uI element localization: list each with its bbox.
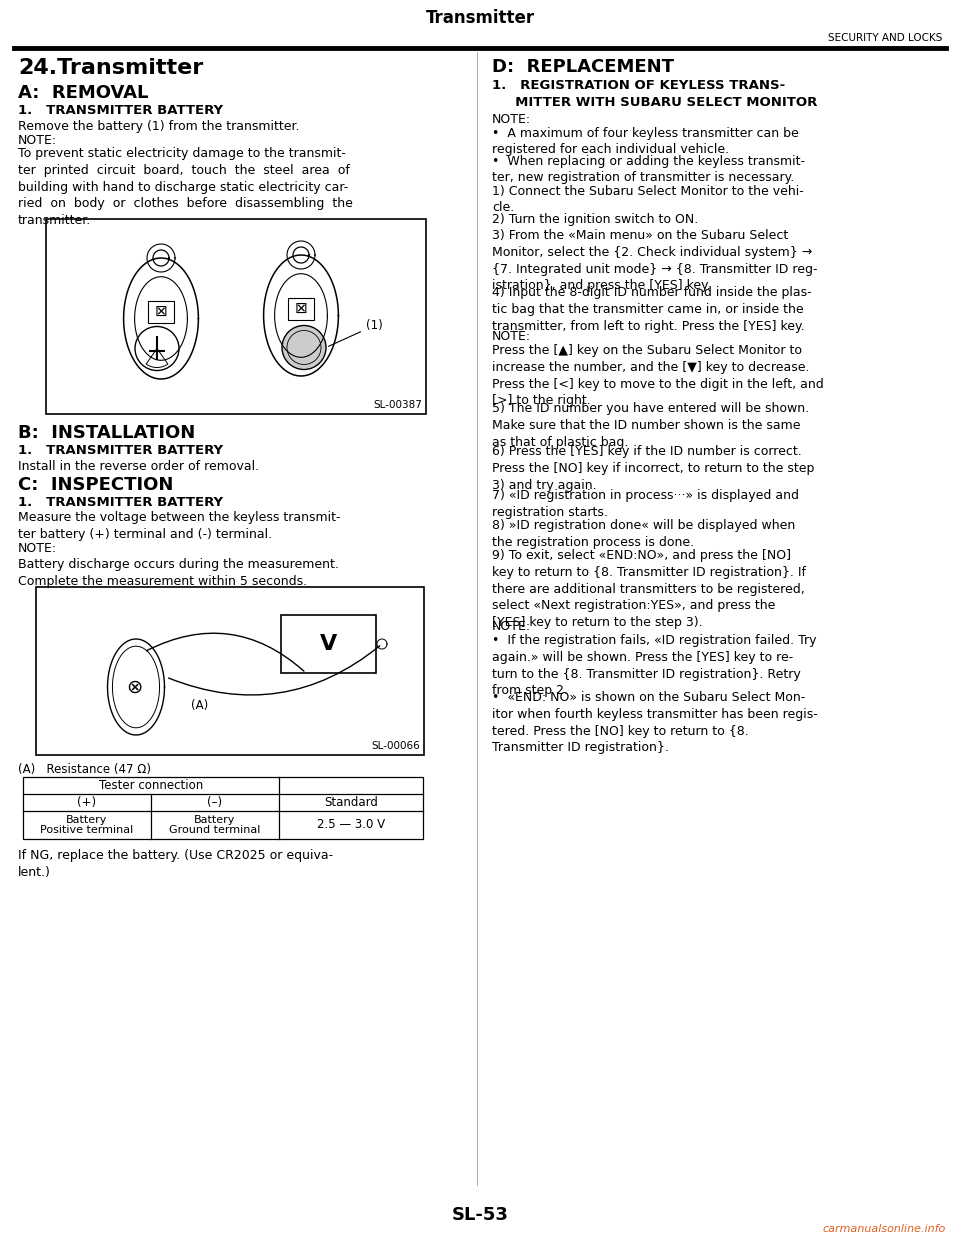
- Text: 1.   REGISTRATION OF KEYLESS TRANS-
     MITTER WITH SUBARU SELECT MONITOR: 1. REGISTRATION OF KEYLESS TRANS- MITTER…: [492, 79, 817, 109]
- Text: 1.   TRANSMITTER BATTERY: 1. TRANSMITTER BATTERY: [18, 104, 223, 117]
- Text: Tester connection: Tester connection: [99, 779, 204, 792]
- Text: (–): (–): [207, 796, 223, 809]
- Text: Battery: Battery: [194, 815, 236, 825]
- Text: ⊗: ⊗: [126, 677, 142, 697]
- Text: 8) »ID registration done« will be displayed when
the registration process is don: 8) »ID registration done« will be displa…: [492, 519, 795, 549]
- Text: NOTE:
Battery discharge occurs during the measurement.
Complete the measurement : NOTE: Battery discharge occurs during th…: [18, 542, 339, 589]
- Text: 24.Transmitter: 24.Transmitter: [18, 58, 204, 78]
- Text: 1.   TRANSMITTER BATTERY: 1. TRANSMITTER BATTERY: [18, 443, 223, 457]
- Bar: [36, 587, 424, 755]
- Bar: [46, 219, 426, 414]
- Text: V: V: [320, 633, 337, 655]
- Text: SECURITY AND LOCKS: SECURITY AND LOCKS: [828, 34, 942, 43]
- Text: 4) Input the 8-digit ID number fund inside the plas-
tic bag that the transmitte: 4) Input the 8-digit ID number fund insi…: [492, 286, 811, 333]
- Text: C:  INSPECTION: C: INSPECTION: [18, 476, 174, 493]
- Text: 5) The ID number you have entered will be shown.
Make sure that the ID number sh: 5) The ID number you have entered will b…: [492, 402, 809, 448]
- Text: D:  REPLACEMENT: D: REPLACEMENT: [492, 58, 674, 76]
- Text: •  When replacing or adding the keyless transmit-
ter, new registration of trans: • When replacing or adding the keyless t…: [492, 154, 805, 184]
- Bar: [288, 298, 314, 319]
- Text: NOTE:: NOTE:: [492, 113, 531, 125]
- Text: ⊠: ⊠: [295, 301, 307, 315]
- Text: carmanualsonline.info: carmanualsonline.info: [823, 1225, 946, 1235]
- Text: NOTE:: NOTE:: [492, 621, 531, 633]
- Text: Install in the reverse order of removal.: Install in the reverse order of removal.: [18, 460, 259, 472]
- Text: SL-00066: SL-00066: [372, 741, 420, 751]
- Text: 2.5 — 3.0 V: 2.5 — 3.0 V: [317, 818, 385, 831]
- Bar: [148, 301, 174, 323]
- Text: 1.   TRANSMITTER BATTERY: 1. TRANSMITTER BATTERY: [18, 496, 223, 508]
- Text: Standard: Standard: [324, 796, 378, 809]
- Text: 6) Press the [YES] key if the ID number is correct.
Press the [NO] key if incorr: 6) Press the [YES] key if the ID number …: [492, 446, 814, 492]
- Bar: [23, 777, 423, 840]
- Text: •  «END: NO» is shown on the Subaru Select Mon-
itor when fourth keyless transmi: • «END: NO» is shown on the Subaru Selec…: [492, 691, 818, 754]
- Text: (+): (+): [78, 796, 97, 809]
- Text: NOTE:: NOTE:: [492, 330, 531, 344]
- Bar: [281, 615, 376, 673]
- Wedge shape: [146, 349, 168, 368]
- Text: Positive terminal: Positive terminal: [40, 825, 133, 835]
- Text: Remove the battery (1) from the transmitter.: Remove the battery (1) from the transmit…: [18, 120, 300, 133]
- Circle shape: [282, 325, 326, 370]
- Text: Ground terminal: Ground terminal: [169, 825, 261, 835]
- Text: Transmitter: Transmitter: [425, 9, 535, 27]
- Text: (1): (1): [328, 319, 383, 347]
- Text: To prevent static electricity damage to the transmit-
ter  printed  circuit  boa: To prevent static electricity damage to …: [18, 147, 353, 227]
- Text: Measure the voltage between the keyless transmit-
ter battery (+) terminal and (: Measure the voltage between the keyless …: [18, 512, 341, 542]
- Text: Battery: Battery: [66, 815, 108, 825]
- Text: •  A maximum of four keyless transmitter can be
registered for each individual v: • A maximum of four keyless transmitter …: [492, 127, 799, 156]
- Text: 2) Turn the ignition switch to ON.: 2) Turn the ignition switch to ON.: [492, 212, 698, 226]
- Text: 9) To exit, select «END:NO», and press the [NO]
key to return to {8. Transmitter: 9) To exit, select «END:NO», and press t…: [492, 549, 806, 630]
- Text: 3) From the «Main menu» on the Subaru Select
Monitor, select the {2. Check indiv: 3) From the «Main menu» on the Subaru Se…: [492, 229, 818, 292]
- Text: (A)   Resistance (47 Ω): (A) Resistance (47 Ω): [18, 763, 151, 776]
- Text: B:  INSTALLATION: B: INSTALLATION: [18, 424, 195, 441]
- Text: SL-53: SL-53: [451, 1206, 509, 1225]
- Text: 7) «ID registration in process···» is displayed and
registration starts.: 7) «ID registration in process···» is di…: [492, 489, 799, 519]
- Text: Press the [▲] key on the Subaru Select Monitor to
increase the number, and the [: Press the [▲] key on the Subaru Select M…: [492, 344, 824, 407]
- Text: (A): (A): [191, 698, 208, 712]
- Text: If NG, replace the battery. (Use CR2025 or equiva-
lent.): If NG, replace the battery. (Use CR2025 …: [18, 850, 333, 879]
- Text: A:  REMOVAL: A: REMOVAL: [18, 84, 149, 102]
- Text: ⊠: ⊠: [155, 304, 167, 319]
- Text: 1) Connect the Subaru Select Monitor to the vehi-
cle.: 1) Connect the Subaru Select Monitor to …: [492, 185, 804, 215]
- Text: SL-00387: SL-00387: [373, 400, 422, 410]
- Text: •  If the registration fails, «ID registration failed. Try
again.» will be shown: • If the registration fails, «ID registr…: [492, 633, 817, 698]
- Text: NOTE:: NOTE:: [18, 134, 58, 147]
